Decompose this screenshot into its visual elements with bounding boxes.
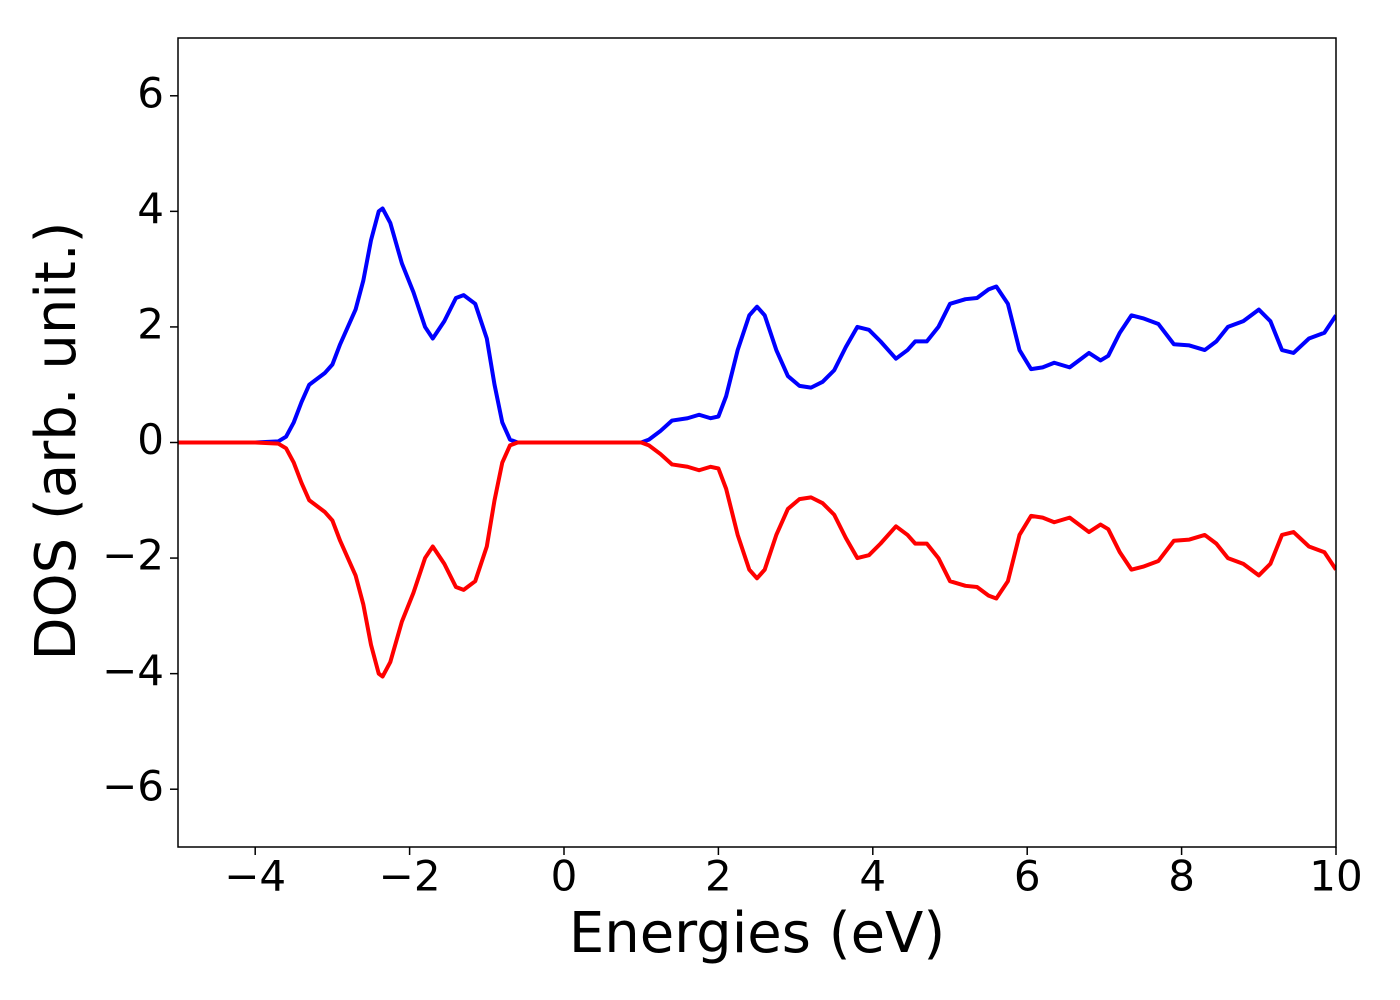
- y-tick-label: −6: [102, 762, 164, 811]
- x-tick-label: 10: [1309, 852, 1362, 901]
- series-line: [178, 440, 1336, 679]
- y-tick-label: 4: [137, 184, 164, 233]
- y-tick-label: −2: [102, 531, 164, 580]
- x-tick-label: 4: [859, 852, 886, 901]
- y-tick-label: 2: [137, 299, 164, 348]
- y-tick-label: 0: [137, 415, 164, 464]
- x-tick-label: 6: [1014, 852, 1041, 901]
- x-tick-label: 8: [1168, 852, 1195, 901]
- y-axis-label: DOS (arb. unit.): [24, 221, 89, 660]
- x-tick-label: −4: [224, 852, 286, 901]
- y-tick-label: −4: [102, 646, 164, 695]
- x-tick-label: 0: [551, 852, 578, 901]
- plot-frame: [177, 37, 1337, 848]
- x-axis-label: Energies (eV): [569, 901, 945, 966]
- x-tick-label: 2: [705, 852, 732, 901]
- y-tick-label: 6: [137, 68, 164, 117]
- x-tick-label: −2: [379, 852, 441, 901]
- series-line: [178, 206, 1336, 445]
